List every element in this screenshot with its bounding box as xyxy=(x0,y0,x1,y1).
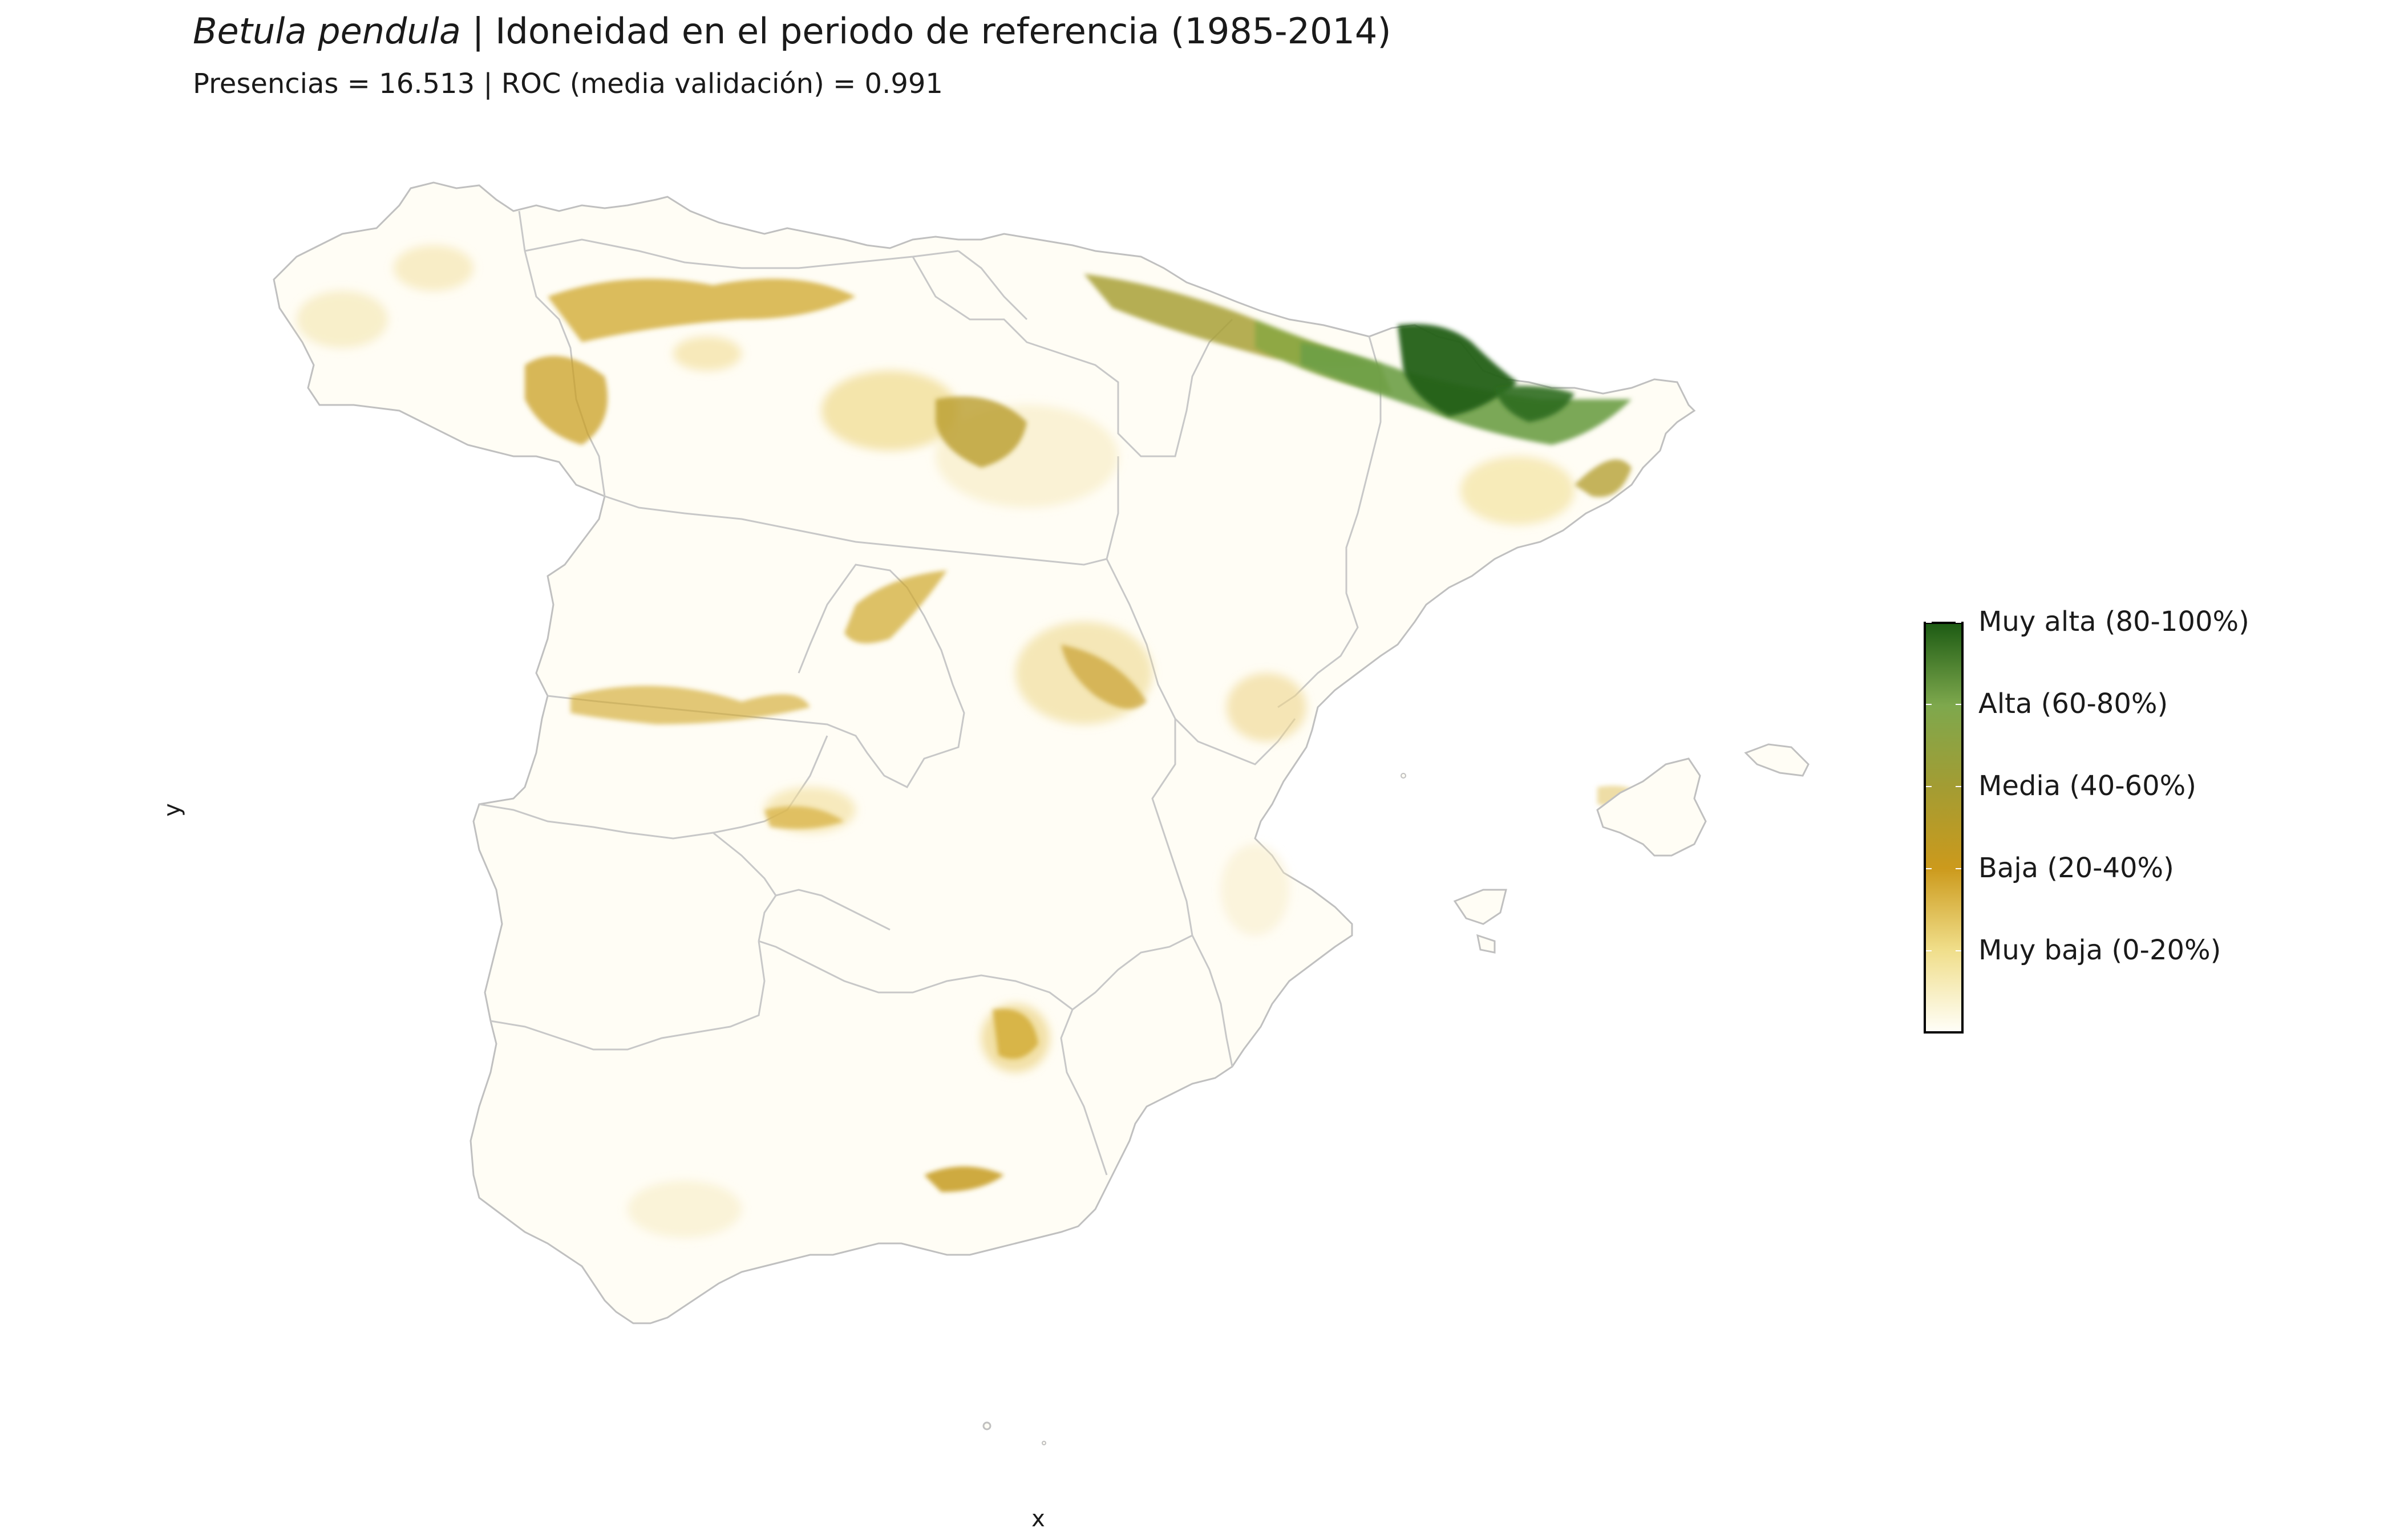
legend-tick xyxy=(1956,868,1961,869)
y-axis-label: y xyxy=(159,803,185,817)
formentera xyxy=(1476,934,1496,954)
legend-label-muy-alta: Muy alta (80-100%) xyxy=(1978,606,2249,638)
title-text: | Idoneidad en el periodo de referencia … xyxy=(460,10,1391,52)
peninsula-land xyxy=(273,181,1696,1324)
legend-tick xyxy=(1926,950,1932,951)
chart-subtitle: Presencias = 16.513 | ROC (media validac… xyxy=(193,68,943,100)
legend-tick xyxy=(1956,786,1961,787)
legend-label-alta: Alta (60-80%) xyxy=(1978,688,2168,720)
mallorca xyxy=(1596,757,1707,857)
ibiza xyxy=(1453,889,1507,925)
suitability-muy-alta xyxy=(1398,324,1575,422)
legend-label-baja: Baja (20-40%) xyxy=(1978,852,2174,884)
legend-tick xyxy=(1926,622,1932,623)
columbretes-islet xyxy=(1401,773,1406,779)
region-borders xyxy=(479,210,1382,1176)
menorca xyxy=(1744,743,1810,777)
alboran-island xyxy=(982,1421,991,1430)
legend-tick xyxy=(1956,622,1961,623)
legend-tick xyxy=(1926,704,1932,705)
legend-label-media: Media (40-60%) xyxy=(1978,770,2196,802)
legend-label-muy-baja: Muy baja (0-20%) xyxy=(1978,934,2221,966)
legend-color-bar xyxy=(1924,622,1964,1034)
legend-tick xyxy=(1926,786,1932,787)
legend-tick xyxy=(1956,704,1961,705)
x-axis-label: x xyxy=(1031,1506,1045,1532)
chart-title: Betula pendula | Idoneidad en el periodo… xyxy=(193,6,1391,57)
title-species: Betula pendula xyxy=(193,10,461,52)
legend-tick xyxy=(1956,950,1961,951)
suitability-baja xyxy=(525,278,1643,1192)
chafarinas-islet xyxy=(1042,1441,1046,1445)
legend-tick xyxy=(1926,868,1932,869)
